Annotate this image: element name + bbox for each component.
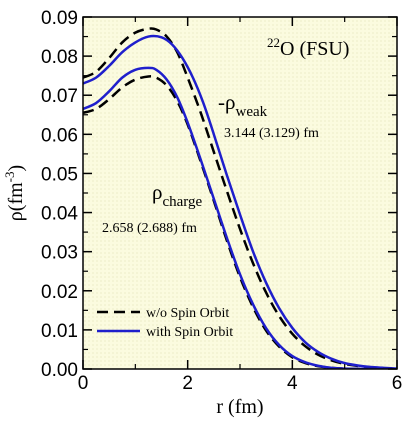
y-tick-label: 0.08 (41, 47, 78, 68)
x-axis-label: r (fm) (216, 396, 263, 418)
y-tick-label: 0.04 (41, 204, 78, 225)
y-tick-label: 0.07 (41, 86, 78, 107)
y-axis-label-close: ) (5, 165, 27, 172)
y-tick-label: 0.00 (41, 360, 78, 381)
legend-label-without-spin-orbit: w/o Spin Orbit (146, 306, 229, 321)
nucleus-label: 22O (FSU) (267, 35, 349, 60)
x-tick-label: 0 (78, 373, 89, 394)
weak-density-symbol: -ρ (218, 90, 235, 114)
x-tick-label: 4 (287, 373, 298, 394)
y-axis-label-sup: -3 (2, 171, 17, 182)
charge-density-label: ρcharge (152, 180, 203, 210)
series-weak-with-spin-orbit-line (83, 34, 397, 369)
charge-density-subscript: charge (162, 194, 202, 210)
weak-radius-value: 3.144 (3.129) fm (224, 126, 319, 141)
legend: w/o Spin Orbit with Spin Orbit (97, 306, 233, 340)
series-weak-without-spin-orbit-line (83, 27, 397, 369)
y-tick-label: 0.03 (41, 243, 78, 264)
y-axis-label: ρ(fm-3) (2, 165, 27, 221)
nucleus-name: O (FSU) (280, 38, 349, 60)
weak-density-subscript: weak (235, 104, 267, 120)
plot-background (83, 17, 397, 369)
y-axis-label-main: ρ(fm (5, 182, 27, 221)
svg-text:ρ(fm-3): ρ(fm-3) (2, 165, 27, 221)
charge-density-symbol: ρ (152, 180, 162, 204)
y-tick-group: 0.00 0.01 0.02 0.03 0.04 0.05 0.06 0.07 0.08 0.09 (41, 8, 397, 381)
y-tick-label: 0.09 (41, 8, 78, 29)
x-tick-label: 2 (182, 373, 193, 394)
legend-label-with-spin-orbit: with Spin Orbit (146, 325, 233, 340)
y-tick-label: 0.01 (41, 321, 78, 342)
y-tick-label: 0.02 (41, 282, 78, 303)
x-tick-label: 6 (392, 373, 403, 394)
data-series-group (83, 27, 397, 369)
y-tick-label: 0.05 (41, 164, 78, 185)
nucleus-mass-number: 22 (267, 35, 280, 50)
charge-radius-value: 2.658 (2.688) fm (102, 221, 197, 236)
y-tick-label: 0.06 (41, 125, 78, 146)
weak-density-label: -ρweak (218, 90, 268, 120)
series-charge-with-spin-orbit-line (83, 66, 397, 369)
x-tick-group: 0 2 4 6 (78, 17, 403, 394)
